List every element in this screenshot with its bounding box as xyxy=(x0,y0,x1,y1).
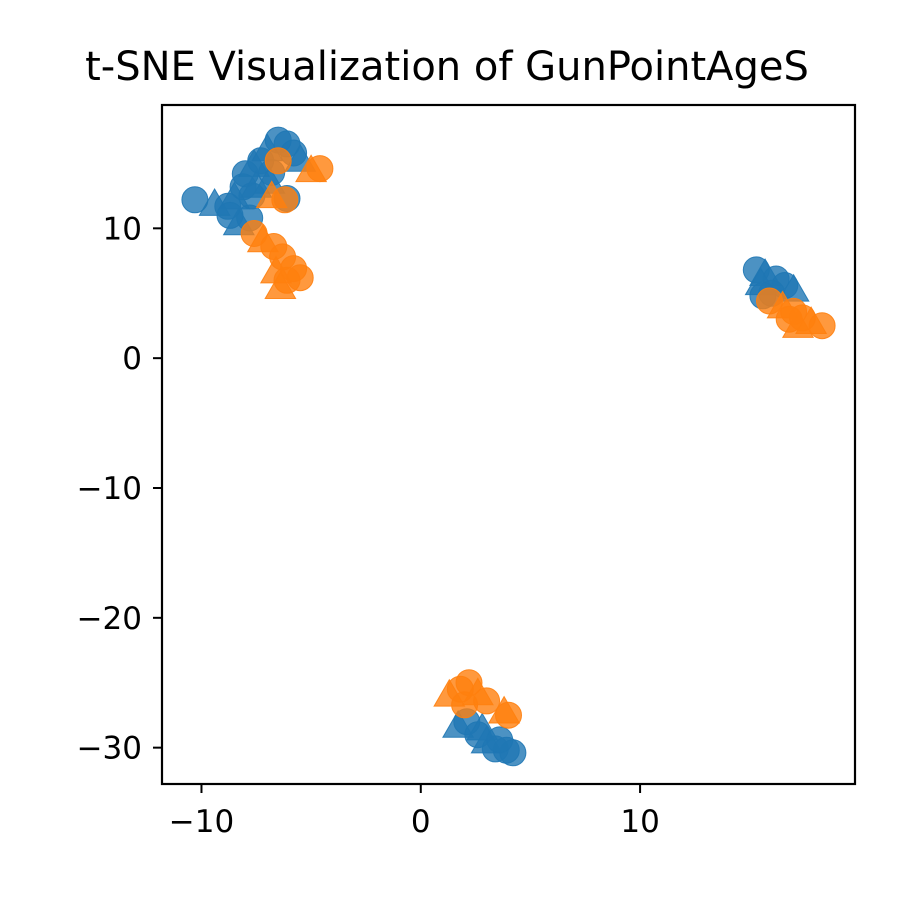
y-tick-label: 0 xyxy=(122,341,142,377)
y-tick-label: 10 xyxy=(103,211,142,247)
series-1-point-19 xyxy=(808,312,836,340)
series-1-point-2 xyxy=(295,154,328,183)
x-tick-label: 10 xyxy=(620,804,659,840)
y-axis: 10 0 −10 −20 −30 xyxy=(77,211,162,767)
series-1-point-29 xyxy=(495,701,522,729)
series-0-point-20 xyxy=(216,201,244,229)
y-tick-label: −20 xyxy=(77,601,142,637)
x-tick-label: 0 xyxy=(411,804,431,840)
x-axis: −10 0 10 xyxy=(169,784,660,840)
series-0-point-37 xyxy=(486,726,514,754)
scatter-marks xyxy=(181,126,836,767)
y-tick-label: −10 xyxy=(77,471,142,507)
series-1-point-0 xyxy=(264,147,292,175)
series-1-point-4 xyxy=(271,186,299,214)
y-tick-label: −30 xyxy=(77,731,142,767)
series-1-point-21 xyxy=(781,309,815,338)
series-1-point-27 xyxy=(451,691,479,719)
series-1-point-13 xyxy=(280,255,308,283)
plot-area-frame xyxy=(160,103,857,786)
series-1-point-12 xyxy=(264,271,297,299)
chart-title: t-SNE Visualization of GunPointAgeS xyxy=(85,44,809,90)
x-tick-label: −10 xyxy=(169,804,234,840)
